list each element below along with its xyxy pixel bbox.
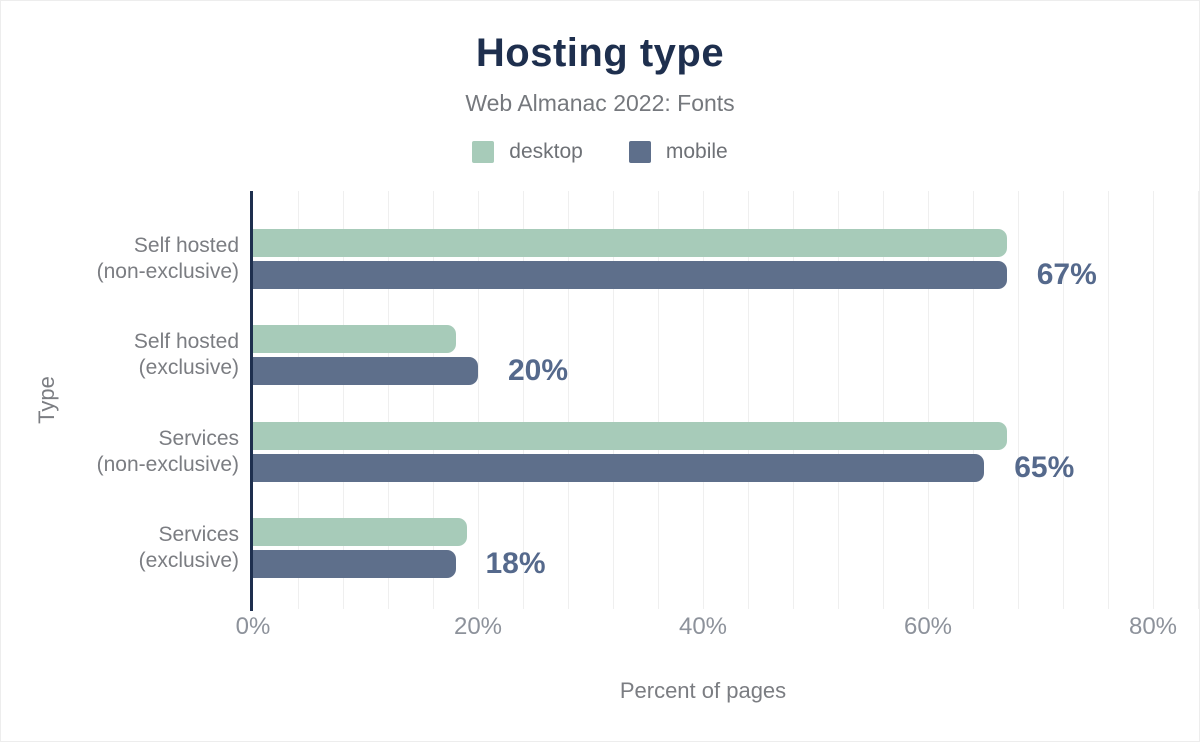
- x-axis-tick: 60%: [903, 613, 953, 640]
- gridline: [433, 191, 434, 609]
- gridline: [1018, 191, 1019, 609]
- bar-mobile-2[interactable]: [253, 357, 478, 386]
- gridline: [478, 191, 479, 609]
- value-label: 18%: [485, 546, 546, 580]
- x-axis-tick-labels: 0% 20% 40% 60% 80%: [236, 613, 1198, 643]
- chart-title: Hosting type: [475, 31, 725, 75]
- legend-label-mobile: mobile: [665, 140, 728, 163]
- legend-item-desktop: desktop: [472, 140, 583, 164]
- gridline: [1108, 191, 1109, 609]
- category-label: Services (non-exclusive): [96, 426, 239, 476]
- gridline: [1198, 191, 1199, 609]
- gridline: [748, 191, 749, 609]
- gridline: [928, 191, 929, 609]
- bar-desktop-2[interactable]: [253, 325, 456, 354]
- gridline: [388, 191, 389, 609]
- bar-mobile-4[interactable]: [253, 549, 456, 578]
- category-label: Self hosted (exclusive): [133, 330, 239, 380]
- x-axis-tick: 20%: [453, 613, 503, 640]
- gridline: [568, 191, 569, 609]
- plot-area: 67% 20% 65% 18%: [253, 191, 1199, 609]
- x-axis-title: Percent of pages: [619, 678, 787, 703]
- gridline: [298, 191, 299, 609]
- gridline: [523, 191, 524, 609]
- value-label: 65%: [1014, 450, 1075, 484]
- bar-mobile-3[interactable]: [253, 453, 985, 482]
- legend-item-mobile: mobile: [628, 140, 728, 164]
- gridline: [973, 191, 974, 609]
- gridline: [343, 191, 344, 609]
- value-label: 20%: [508, 354, 569, 388]
- gridline: [703, 191, 704, 609]
- bar-desktop-4[interactable]: [253, 517, 467, 546]
- bar-desktop-1[interactable]: [253, 229, 1007, 257]
- gridline: [1063, 191, 1064, 609]
- chart-subtitle: Web Almanac 2022: Fonts: [465, 90, 735, 116]
- gridline: [658, 191, 659, 609]
- legend-swatch-mobile: [628, 141, 651, 163]
- legend-swatch-desktop: [472, 141, 495, 163]
- x-axis-tick: 40%: [678, 613, 728, 640]
- gridline: [613, 191, 614, 609]
- gridline: [883, 191, 884, 609]
- x-axis-tick: 0%: [235, 613, 271, 640]
- legend: desktop mobile: [1, 140, 1199, 164]
- category-label: Self hosted (non-exclusive): [96, 234, 239, 283]
- legend-label-desktop: desktop: [509, 140, 583, 163]
- gridline: [793, 191, 794, 609]
- gridline: [1153, 191, 1154, 609]
- value-label: 67%: [1036, 258, 1097, 291]
- gridline: [838, 191, 839, 609]
- category-label: Services (exclusive): [138, 522, 239, 572]
- x-axis-tick: 80%: [1128, 613, 1178, 640]
- y-axis-line: [250, 191, 253, 611]
- y-axis-category-labels: Self hosted (non-exclusive) Self hosted (…: [1, 191, 239, 609]
- bar-mobile-1[interactable]: [253, 261, 1007, 289]
- bar-desktop-3[interactable]: [253, 421, 1007, 450]
